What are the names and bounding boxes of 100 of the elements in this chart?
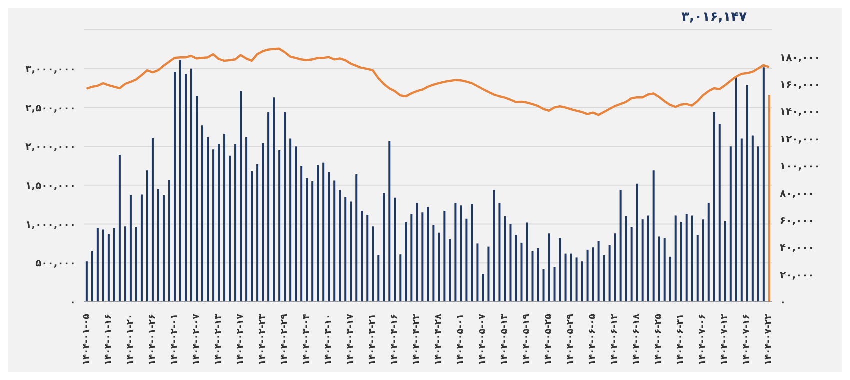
bar	[658, 236, 660, 302]
bar	[416, 203, 418, 302]
bar	[140, 194, 143, 302]
x-tick-label: ۱۴۰۴-۰۴-۱۶	[390, 314, 400, 366]
y2-tick-label: ۱۰۰,۰۰۰	[780, 162, 820, 173]
bar	[383, 193, 386, 302]
bar	[262, 143, 264, 302]
bar	[696, 235, 699, 302]
bar	[196, 96, 198, 302]
x-tick-label: ۱۴۰۴-۰۱-۰۵	[82, 314, 92, 366]
x-tick-label: ۱۴۰۴-۰۳-۰۴	[302, 314, 312, 366]
bar	[444, 211, 446, 302]
bar	[642, 220, 644, 302]
bar	[378, 255, 380, 302]
bar	[603, 255, 606, 302]
bar	[449, 239, 452, 302]
bar	[647, 216, 650, 302]
x-tick-label: ۱۴۰۴-۰۴-۲۸	[434, 314, 444, 366]
bar	[284, 112, 286, 302]
bar	[686, 214, 688, 302]
bar	[273, 98, 276, 302]
bar	[581, 262, 584, 302]
bar	[229, 156, 232, 302]
bar	[702, 220, 704, 302]
bar	[752, 136, 754, 302]
bar	[510, 224, 512, 302]
bar	[268, 112, 270, 302]
x-tick-label: ۱۴۰۴-۰۲-۰۱	[170, 314, 180, 366]
x-tick-label: ۱۴۰۴-۰۷-۰۶	[698, 314, 708, 366]
bar	[542, 269, 545, 302]
y-tick-label: ۵۰۰,۰۰۰	[36, 258, 76, 270]
bar	[493, 190, 496, 302]
x-tick-label: ۱۴۰۴-۰۲-۰۷	[192, 314, 202, 366]
x-tick-label: ۱۴۰۴-۰۷-۱۲	[720, 314, 730, 366]
x-tick-label: ۱۴۰۴-۰۶-۰۵	[588, 314, 598, 366]
bar	[554, 267, 556, 302]
bar	[680, 222, 682, 302]
x-tick-label: ۱۴۰۴-۰۵-۲۵	[544, 314, 554, 366]
bar	[718, 124, 721, 302]
bar	[322, 162, 325, 302]
bar	[724, 221, 726, 302]
bar	[168, 180, 170, 302]
bar	[476, 244, 479, 302]
bar	[185, 74, 187, 302]
bar	[224, 134, 226, 302]
bar	[620, 190, 622, 302]
x-tick-label: ۱۴۰۴-۰۵-۰۷	[478, 314, 488, 366]
bar	[295, 146, 298, 302]
bar	[515, 235, 518, 302]
bar	[625, 216, 628, 302]
bar	[427, 207, 430, 302]
bar	[438, 232, 440, 302]
y-tick-label: ۳,۰۰۰,۰۰۰	[26, 64, 76, 76]
bar	[432, 225, 435, 302]
bar	[730, 146, 732, 302]
bar	[598, 241, 600, 302]
line-series	[86, 48, 770, 116]
y-tick-label: ۱,۰۰۰,۰۰۰	[26, 220, 76, 231]
bar	[735, 77, 738, 302]
bar	[388, 141, 391, 302]
bar	[146, 170, 148, 302]
y2-tick-label: ۸۰,۰۰۰	[780, 188, 814, 200]
bar	[669, 256, 672, 302]
bar	[460, 206, 462, 302]
x-tick-label: ۱۴۰۴-۰۵-۱۳	[500, 314, 510, 366]
bar	[328, 172, 330, 302]
bar	[278, 150, 281, 302]
bar	[636, 184, 638, 302]
bar	[614, 234, 616, 302]
bar	[526, 222, 528, 302]
bar	[691, 216, 694, 302]
bar	[674, 216, 677, 302]
bar	[174, 72, 176, 302]
bar	[350, 202, 352, 302]
bar	[290, 138, 292, 302]
x-tick-label: ۱۴۰۴-۰۳-۱۰	[324, 314, 334, 366]
bar	[372, 226, 374, 302]
bar	[202, 126, 204, 302]
x-tick-label: ۱۴۰۴-۰۶-۱۲	[610, 314, 620, 366]
bar	[162, 196, 165, 302]
y2-tick-label: ۶۰,۰۰۰	[780, 216, 814, 227]
bar	[559, 238, 562, 302]
x-tick-label: ۱۴۰۴-۰۴-۲۲	[412, 314, 422, 366]
bar	[768, 95, 770, 302]
y-tick-label: ۰	[70, 298, 76, 309]
bar	[708, 203, 710, 302]
text: ۳,۰۱۶,۱۴۷	[682, 10, 747, 25]
bar	[757, 146, 760, 302]
x-tick-label: ۱۴۰۴-۰۱-۱۶	[104, 314, 114, 366]
x-tick-label: ۱۴۰۴-۰۱-۲۶	[148, 314, 158, 366]
bar	[157, 189, 160, 302]
x-tick-label: ۱۴۰۴-۰۲-۲۹	[280, 314, 290, 366]
y2-tick-label: ۱۸۰,۰۰۰	[780, 52, 820, 64]
bar	[218, 144, 220, 302]
bar	[312, 182, 314, 302]
bar	[334, 180, 336, 302]
bar	[520, 242, 523, 302]
x-tick-label: ۱۴۰۴-۰۷-۱۶	[742, 314, 752, 366]
bar	[152, 138, 154, 302]
bar	[740, 138, 743, 302]
